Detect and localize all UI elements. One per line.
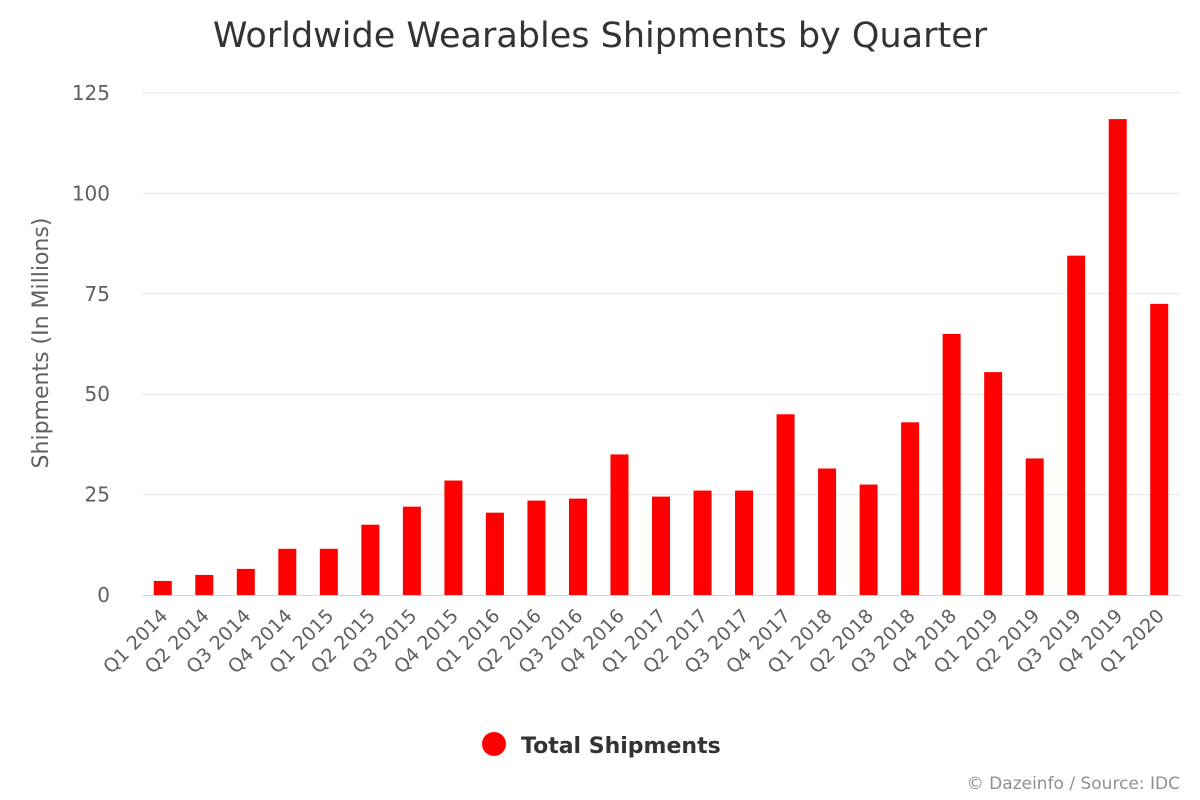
bar[interactable] — [942, 333, 961, 595]
bar[interactable] — [693, 490, 712, 595]
y-tick-label: 50 — [85, 382, 110, 406]
y-tick-label: 0 — [97, 583, 110, 607]
bar[interactable] — [1025, 458, 1044, 595]
bar[interactable] — [652, 496, 670, 595]
bar[interactable] — [527, 500, 546, 595]
legend-marker — [482, 732, 506, 756]
bars — [153, 119, 1169, 595]
y-tick-label: 75 — [85, 282, 110, 306]
bar[interactable] — [153, 580, 172, 595]
gridlines — [142, 92, 1180, 496]
bar[interactable] — [568, 498, 587, 595]
bar[interactable] — [818, 468, 837, 595]
bar[interactable] — [1108, 119, 1127, 595]
bar[interactable] — [859, 484, 878, 595]
bar[interactable] — [236, 568, 255, 595]
bar[interactable] — [444, 480, 463, 595]
y-tick-label: 25 — [85, 483, 110, 507]
chart-title: Worldwide Wearables Shipments by Quarter — [213, 16, 988, 56]
bar[interactable] — [485, 512, 504, 595]
credit-text[interactable]: © Dazeinfo / Source: IDC — [967, 774, 1180, 794]
y-axis-label: Shipments (In Millions) — [29, 218, 54, 469]
bar[interactable] — [776, 414, 795, 595]
y-tick-label: 125 — [72, 81, 110, 105]
bar[interactable] — [1150, 303, 1169, 595]
bar[interactable] — [984, 372, 1003, 595]
y-tick-label: 100 — [72, 181, 110, 205]
bar[interactable] — [610, 454, 629, 595]
bar[interactable] — [402, 506, 421, 595]
bar[interactable] — [901, 422, 920, 595]
y-axis: 0 25 50 75 100 125 — [72, 81, 110, 607]
bar[interactable] — [361, 524, 380, 595]
bar[interactable] — [195, 574, 214, 595]
bar[interactable] — [278, 548, 297, 595]
legend-label: Total Shipments — [521, 734, 721, 759]
bar[interactable] — [319, 548, 338, 595]
bar[interactable] — [735, 490, 754, 595]
legend[interactable]: Total Shipments — [482, 732, 721, 759]
bar[interactable] — [1067, 255, 1086, 595]
